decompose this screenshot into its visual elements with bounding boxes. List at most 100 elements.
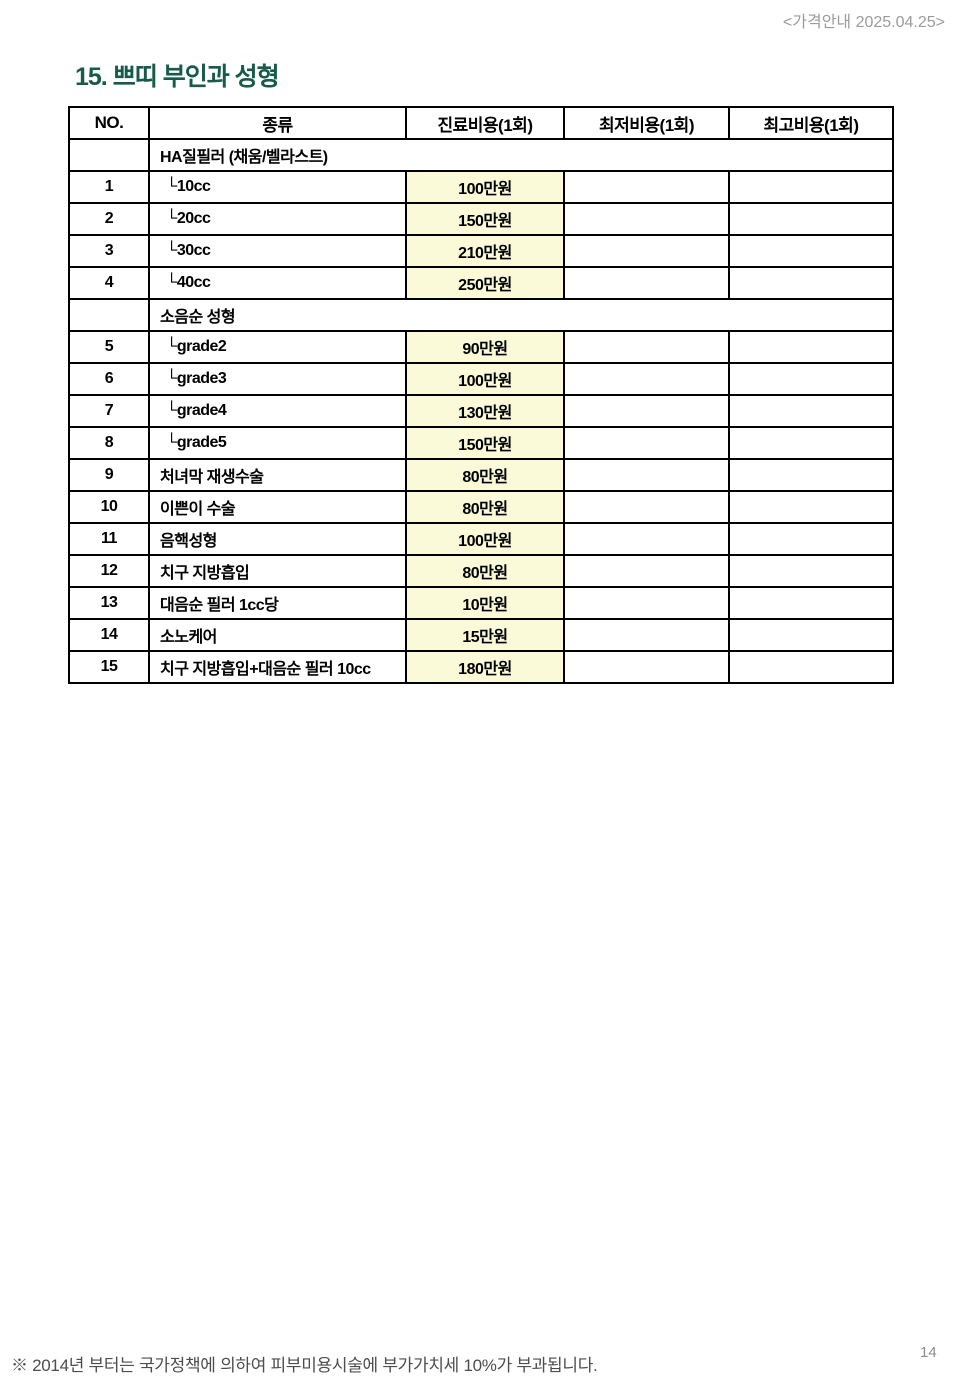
section-number: 15. [75, 63, 108, 91]
fee-cell: 150만원 [405, 426, 565, 460]
page-number: 14 [920, 1344, 937, 1361]
min-fee-cell [563, 586, 730, 620]
price-table-body: HA질필러 (채움/벨라스트) 1 └10cc 100만원 2 └20cc 150만원 3 └3… [68, 138, 894, 684]
item-label-cell: 치구 지방흡입 [148, 554, 407, 588]
item-label-cell: 치구 지방흡입+대음순 필러 10cc [148, 650, 407, 684]
col-header-max-fee: 최고비용(1회) [728, 106, 894, 140]
max-fee-cell [728, 330, 894, 364]
max-fee-cell [728, 522, 894, 556]
min-fee-cell [563, 234, 730, 268]
min-fee-cell [563, 458, 730, 492]
table-row: 7 └grade4 130만원 [68, 394, 894, 428]
doc-header-date: <가격안내 2025.04.25> [782, 14, 945, 31]
vat-footnote: ※ 2014년 부터는 국가정책에 의하여 피부미용시술에 부가가치세 10%가… [11, 1356, 598, 1375]
min-fee-cell [563, 554, 730, 588]
item-label-cell: 대음순 필러 1cc당 [148, 586, 407, 620]
table-row: 6 └grade3 100만원 [68, 362, 894, 396]
item-label-cell: └grade4 [148, 394, 407, 428]
row-number-cell: 7 [68, 394, 150, 428]
table-header-row: NO. 종류 진료비용(1회) 최저비용(1회) 최고비용(1회) [68, 106, 894, 140]
min-fee-cell [563, 618, 730, 652]
row-number-cell: 13 [68, 586, 150, 620]
col-header-no: NO. [68, 106, 150, 140]
item-label-cell: └10cc [148, 170, 407, 204]
min-fee-cell [563, 394, 730, 428]
max-fee-cell [728, 394, 894, 428]
section-title-text: 쁘띠 부인과 성형 [112, 63, 280, 91]
col-header-type: 종류 [148, 106, 407, 140]
max-fee-cell [728, 266, 894, 300]
col-header-fee: 진료비용(1회) [405, 106, 565, 140]
row-number-cell: 8 [68, 426, 150, 460]
min-fee-cell [563, 330, 730, 364]
row-number-cell: 15 [68, 650, 150, 684]
item-label-cell: └grade3 [148, 362, 407, 396]
fee-cell: 100만원 [405, 522, 565, 556]
table-row: 4 └40cc 250만원 [68, 266, 894, 300]
row-number-cell: 14 [68, 618, 150, 652]
section-title: 15. 쁘띠 부인과 성형 [75, 57, 280, 93]
group-label-cell: 소음순 성형 [148, 298, 894, 332]
max-fee-cell [728, 650, 894, 684]
max-fee-cell [728, 490, 894, 524]
table-row: 12 치구 지방흡입 80만원 [68, 554, 894, 588]
row-number-cell: 2 [68, 202, 150, 236]
fee-cell: 90만원 [405, 330, 565, 364]
item-label-cell: └40cc [148, 266, 407, 300]
table-row: 11 음핵성형 100만원 [68, 522, 894, 556]
min-fee-cell [563, 426, 730, 460]
max-fee-cell [728, 202, 894, 236]
item-label-cell: 음핵성형 [148, 522, 407, 556]
fee-cell: 210만원 [405, 234, 565, 268]
fee-cell: 100만원 [405, 362, 565, 396]
row-number-cell: 3 [68, 234, 150, 268]
table-row: 14 소노케어 15만원 [68, 618, 894, 652]
max-fee-cell [728, 170, 894, 204]
fee-cell: 180만원 [405, 650, 565, 684]
item-label-cell: 처녀막 재생수술 [148, 458, 407, 492]
table-row: 2 └20cc 150만원 [68, 202, 894, 236]
fee-cell: 10만원 [405, 586, 565, 620]
row-number-cell [68, 298, 150, 332]
row-number-cell: 4 [68, 266, 150, 300]
max-fee-cell [728, 426, 894, 460]
table-row: 5 └grade2 90만원 [68, 330, 894, 364]
item-label-cell: └20cc [148, 202, 407, 236]
item-label-cell: └grade5 [148, 426, 407, 460]
max-fee-cell [728, 458, 894, 492]
col-header-min-fee: 최저비용(1회) [563, 106, 730, 140]
min-fee-cell [563, 202, 730, 236]
min-fee-cell [563, 170, 730, 204]
row-number-cell: 1 [68, 170, 150, 204]
fee-cell: 250만원 [405, 266, 565, 300]
group-label-cell: HA질필러 (채움/벨라스트) [148, 138, 894, 172]
table-row: 15 치구 지방흡입+대음순 필러 10cc 180만원 [68, 650, 894, 684]
table-row: 1 └10cc 100만원 [68, 170, 894, 204]
fee-cell: 80만원 [405, 554, 565, 588]
table-row: 3 └30cc 210만원 [68, 234, 894, 268]
fee-cell: 80만원 [405, 458, 565, 492]
group-row: 소음순 성형 [68, 298, 894, 332]
max-fee-cell [728, 362, 894, 396]
row-number-cell: 6 [68, 362, 150, 396]
table-row: 10 이쁜이 수술 80만원 [68, 490, 894, 524]
item-label-cell: └30cc [148, 234, 407, 268]
min-fee-cell [563, 490, 730, 524]
price-table: NO. 종류 진료비용(1회) 최저비용(1회) 최고비용(1회) HA질필러 … [68, 106, 894, 684]
row-number-cell [68, 138, 150, 172]
item-label-cell: 소노케어 [148, 618, 407, 652]
row-number-cell: 5 [68, 330, 150, 364]
max-fee-cell [728, 234, 894, 268]
row-number-cell: 9 [68, 458, 150, 492]
row-number-cell: 10 [68, 490, 150, 524]
fee-cell: 100만원 [405, 170, 565, 204]
item-label-cell: 이쁜이 수술 [148, 490, 407, 524]
table-row: 8 └grade5 150만원 [68, 426, 894, 460]
group-row: HA질필러 (채움/벨라스트) [68, 138, 894, 172]
row-number-cell: 12 [68, 554, 150, 588]
fee-cell: 15만원 [405, 618, 565, 652]
max-fee-cell [728, 618, 894, 652]
fee-cell: 130만원 [405, 394, 565, 428]
max-fee-cell [728, 554, 894, 588]
min-fee-cell [563, 522, 730, 556]
